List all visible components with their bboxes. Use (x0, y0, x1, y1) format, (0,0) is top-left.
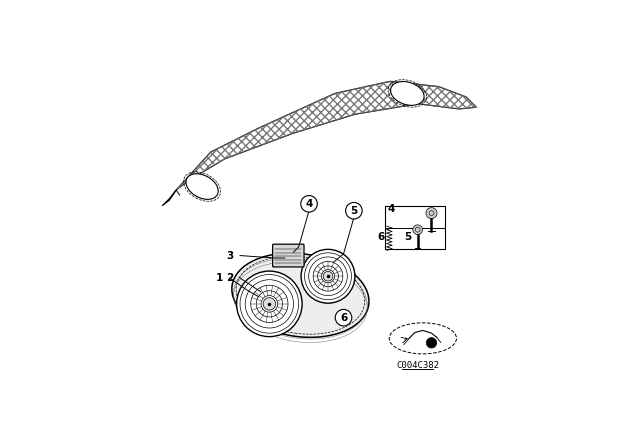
Text: 2: 2 (226, 273, 233, 283)
Polygon shape (163, 190, 176, 206)
Bar (385, 206, 445, 249)
Circle shape (413, 225, 422, 234)
Text: 1: 1 (216, 273, 223, 283)
Circle shape (263, 297, 276, 310)
Circle shape (237, 271, 302, 336)
Circle shape (323, 271, 333, 281)
Text: 6: 6 (340, 313, 347, 323)
Circle shape (301, 195, 317, 212)
Text: C004C382: C004C382 (396, 362, 439, 370)
Text: 5: 5 (404, 232, 411, 242)
Text: 6: 6 (378, 232, 385, 242)
Circle shape (301, 250, 355, 303)
Text: 4: 4 (387, 204, 395, 214)
Text: 5: 5 (350, 206, 358, 216)
FancyBboxPatch shape (273, 244, 304, 267)
Ellipse shape (186, 174, 218, 199)
Text: 3: 3 (226, 250, 233, 261)
Ellipse shape (390, 82, 424, 105)
Circle shape (426, 207, 437, 219)
Circle shape (346, 202, 362, 219)
Circle shape (335, 310, 352, 326)
Text: 4: 4 (305, 199, 313, 209)
Ellipse shape (232, 253, 369, 337)
Circle shape (426, 338, 436, 348)
Polygon shape (176, 82, 476, 190)
